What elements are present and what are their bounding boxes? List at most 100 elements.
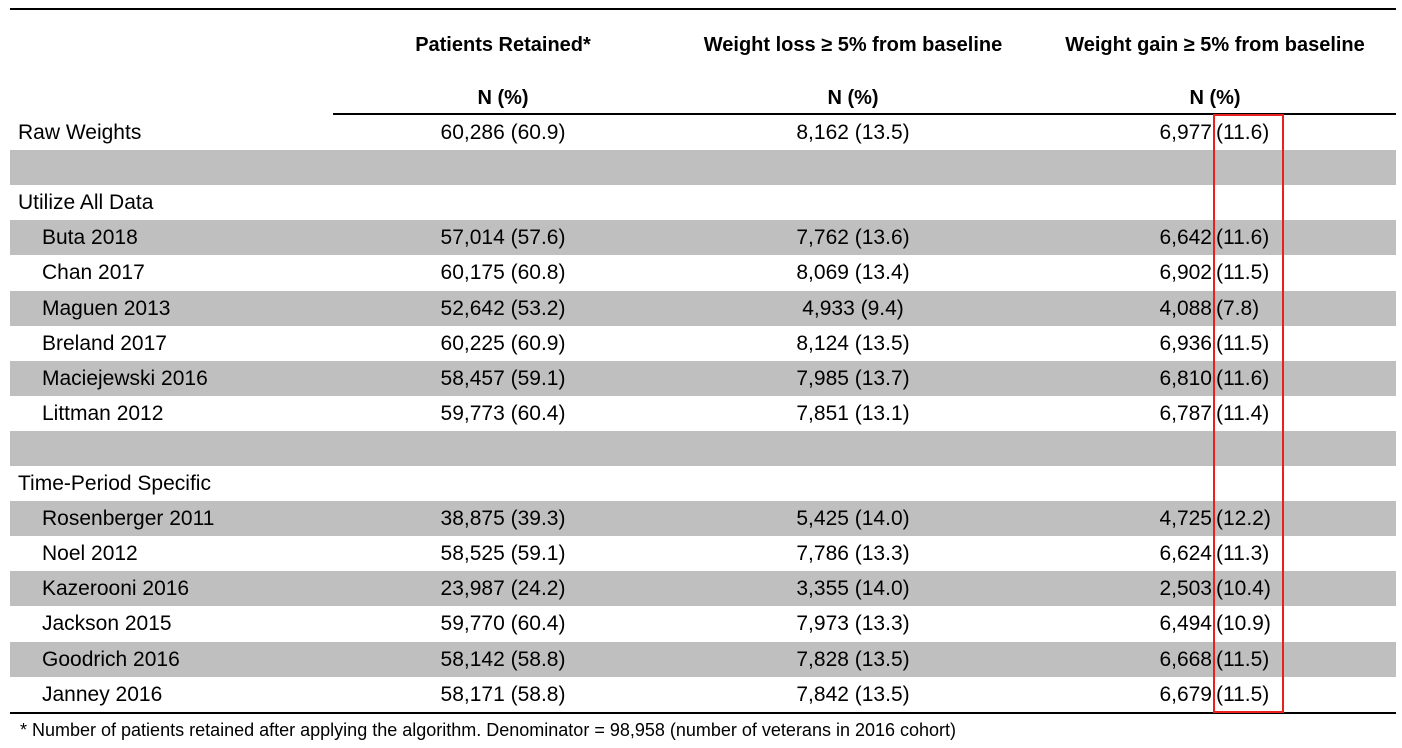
row-label: Utilize All Data xyxy=(18,191,154,215)
header-bottom-rule xyxy=(333,113,1396,115)
cell-weight-gain-count: 6,787 xyxy=(1159,401,1212,425)
table-row: Buta 2018 57,014 (57.6) 7,762 (13.6) 6,642(… xyxy=(10,220,1396,256)
table-row: Maguen 2013 52,642 (53.2) 4,933 (9.4) 4,088… xyxy=(10,290,1396,326)
table-row: Raw Weights 60,286 (60.9) 8,162 (13.5) 6,97… xyxy=(10,115,1396,150)
cell-patients-retained: 58,171 (58.8) xyxy=(440,682,566,706)
row-label: Janney 2016 xyxy=(42,682,163,706)
cell-patients-retained: 60,175 (60.8) xyxy=(440,261,566,285)
cell-weight-loss: 3,355 (14.0) xyxy=(796,577,910,601)
table-row: Littman 2012 59,773 (60.4) 7,851 (13.1) 6,7… xyxy=(10,396,1396,431)
table-row: Jackson 2015 59,770 (60.4) 7,973 (13.3) 6,4… xyxy=(10,606,1396,641)
cell-weight-gain-count: 6,494 xyxy=(1159,612,1212,636)
cell-patients-retained: 58,457 (59.1) xyxy=(440,366,566,390)
cell-weight-loss: 7,842 (13.5) xyxy=(796,682,910,706)
cell-weight-gain-percent: (11.5) xyxy=(1216,331,1270,355)
cell-weight-gain-percent: (11.5) xyxy=(1216,647,1270,671)
cell-weight-loss xyxy=(683,466,1023,501)
cell-weight-gain-percent: (7.8) xyxy=(1216,296,1260,320)
cell-weight-gain-count: 6,977 xyxy=(1159,121,1212,144)
cell-weight-gain-percent: (11.3) xyxy=(1216,542,1270,566)
cell-weight-gain-count xyxy=(1010,466,1212,501)
cell-patients-retained xyxy=(333,185,673,220)
cell-patients-retained: 58,525 (59.1) xyxy=(440,542,566,566)
table-top-rule xyxy=(10,8,1396,10)
row-label: Jackson 2015 xyxy=(42,612,172,636)
cell-weight-loss xyxy=(683,185,1023,220)
row-label: Kazerooni 2016 xyxy=(42,577,190,601)
table-row: Kazerooni 2016 23,987 (24.2) 3,355 (14.0) 2… xyxy=(10,571,1396,607)
cell-weight-gain-percent: (11.5) xyxy=(1216,261,1270,285)
col-unit-patients-retained: N (%) xyxy=(477,87,529,109)
table-row: Time-Period Specific xyxy=(10,466,1396,501)
cell-weight-gain-count xyxy=(1010,150,1212,185)
table-row: Chan 2017 60,175 (60.8) 8,069 (13.4) 6,902(… xyxy=(10,255,1396,290)
row-label: Maguen 2013 xyxy=(42,296,171,320)
table-row: Maciejewski 2016 58,457 (59.1) 7,985 (13.7… xyxy=(10,360,1396,396)
cell-patients-retained: 52,642 (53.2) xyxy=(440,296,566,320)
row-label: Buta 2018 xyxy=(42,226,138,250)
cell-weight-gain-count: 6,679 xyxy=(1159,682,1212,706)
table-bottom-rule xyxy=(10,712,1396,714)
cell-weight-gain-percent: (11.5) xyxy=(1216,682,1270,706)
cell-weight-loss: 7,973 (13.3) xyxy=(796,612,910,636)
cell-patients-retained xyxy=(333,150,673,185)
cell-weight-gain-count: 6,902 xyxy=(1159,261,1212,285)
cell-weight-gain-percent: (10.4) xyxy=(1216,577,1271,601)
row-label: Raw Weights xyxy=(18,121,142,144)
table-row xyxy=(10,150,1396,186)
cell-weight-gain-count: 6,624 xyxy=(1159,542,1212,566)
cell-weight-gain-count: 6,936 xyxy=(1159,331,1212,355)
cell-weight-gain-count: 2,503 xyxy=(1159,577,1212,601)
cell-weight-loss xyxy=(683,431,1023,466)
cell-patients-retained: 38,875 (39.3) xyxy=(440,507,566,531)
col-unit-weight-loss: N (%) xyxy=(827,87,879,109)
cell-patients-retained: 23,987 (24.2) xyxy=(440,577,566,601)
cell-weight-loss: 5,425 (14.0) xyxy=(796,507,910,531)
col-header-weight-gain: Weight gain ≥ 5% from baseline xyxy=(1065,34,1365,56)
cell-patients-retained: 60,286 (60.9) xyxy=(440,121,566,144)
cell-weight-gain-count: 4,725 xyxy=(1159,507,1212,531)
cell-patients-retained xyxy=(333,466,673,501)
row-label: Breland 2017 xyxy=(42,331,167,355)
cell-weight-loss: 7,828 (13.5) xyxy=(796,647,910,671)
table-row: Janney 2016 58,171 (58.8) 7,842 (13.5) 6,67… xyxy=(10,677,1396,712)
cell-weight-gain-count xyxy=(1010,185,1212,220)
cell-weight-loss xyxy=(683,150,1023,185)
table-row: Goodrich 2016 58,142 (58.8) 7,828 (13.5) 6,… xyxy=(10,641,1396,677)
cell-weight-loss: 7,851 (13.1) xyxy=(796,401,910,425)
table-row: Utilize All Data xyxy=(10,185,1396,220)
row-label: Rosenberger 2011 xyxy=(42,507,215,531)
table-row: Breland 2017 60,225 (60.9) 8,124 (13.5) 6,9… xyxy=(10,326,1396,361)
cell-weight-gain-count: 4,088 xyxy=(1159,296,1212,320)
cell-weight-loss: 7,786 (13.3) xyxy=(796,542,910,566)
cell-patients-retained: 58,142 (58.8) xyxy=(440,647,566,671)
table-row: Noel 2012 58,525 (59.1) 7,786 (13.3) 6,624(… xyxy=(10,536,1396,571)
table-footnote: * Number of patients retained after appl… xyxy=(20,720,957,740)
highlight-box-weight-gain-percent xyxy=(1213,114,1284,713)
cell-weight-gain-count: 6,810 xyxy=(1159,366,1212,390)
row-label: Noel 2012 xyxy=(42,542,138,566)
cell-weight-loss: 8,069 (13.4) xyxy=(796,261,910,285)
cell-weight-loss: 8,162 (13.5) xyxy=(796,121,910,144)
table-row xyxy=(10,430,1396,466)
cell-weight-gain-percent: (11.6) xyxy=(1216,226,1270,250)
cell-weight-gain-percent: (11.6) xyxy=(1216,366,1270,390)
table-row: Rosenberger 2011 38,875 (39.3) 5,425 (14.0… xyxy=(10,501,1396,537)
cell-patients-retained: 59,770 (60.4) xyxy=(440,612,566,636)
cell-weight-loss: 7,762 (13.6) xyxy=(796,226,910,250)
cell-patients-retained: 59,773 (60.4) xyxy=(440,401,566,425)
col-header-patients-retained: Patients Retained* xyxy=(415,34,591,56)
cell-weight-loss: 4,933 (9.4) xyxy=(802,296,904,320)
row-label: Chan 2017 xyxy=(42,261,145,285)
cell-weight-gain-percent: (10.9) xyxy=(1216,612,1271,636)
cell-weight-gain-count: 6,668 xyxy=(1159,647,1212,671)
cell-patients-retained xyxy=(333,431,673,466)
cell-weight-gain-percent: (11.4) xyxy=(1216,401,1270,425)
row-label: Goodrich 2016 xyxy=(42,647,180,671)
cell-weight-gain-percent: (11.6) xyxy=(1216,121,1270,144)
cell-weight-loss: 8,124 (13.5) xyxy=(796,331,910,355)
row-label: Time-Period Specific xyxy=(18,472,211,495)
cell-weight-loss: 7,985 (13.7) xyxy=(796,366,910,390)
cell-patients-retained: 57,014 (57.6) xyxy=(440,226,566,250)
col-header-weight-loss: Weight loss ≥ 5% from baseline xyxy=(703,34,1003,56)
